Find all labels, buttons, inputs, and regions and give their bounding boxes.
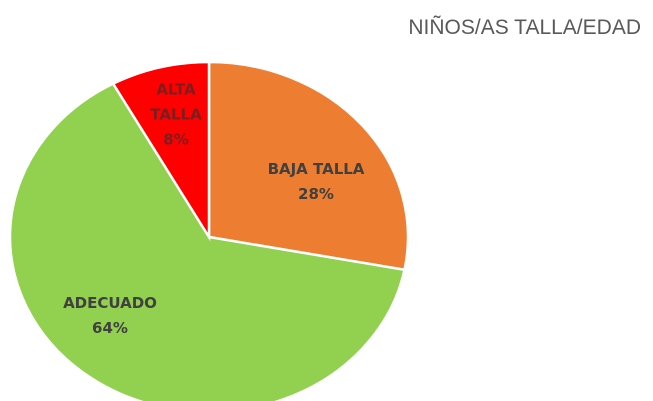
chart-title: NIÑOS/AS TALLA/EDAD [408,16,641,39]
slice-label: ADECUADO 64% [40,291,180,341]
pie-slice [207,60,410,272]
slice-label: BAJA TALLA 28% [246,157,386,207]
slice-label: ALTA TALLA 8% [146,78,206,153]
value-label: 8% [163,130,189,149]
category-label: ADECUADO [63,294,157,312]
value-label: 64% [92,319,128,337]
category-label: BAJA TALLA [267,160,365,178]
category-label: ALTA TALLA [150,80,202,124]
pie-slice [111,60,211,242]
value-label: 28% [298,185,334,203]
pie-slice [8,82,406,401]
